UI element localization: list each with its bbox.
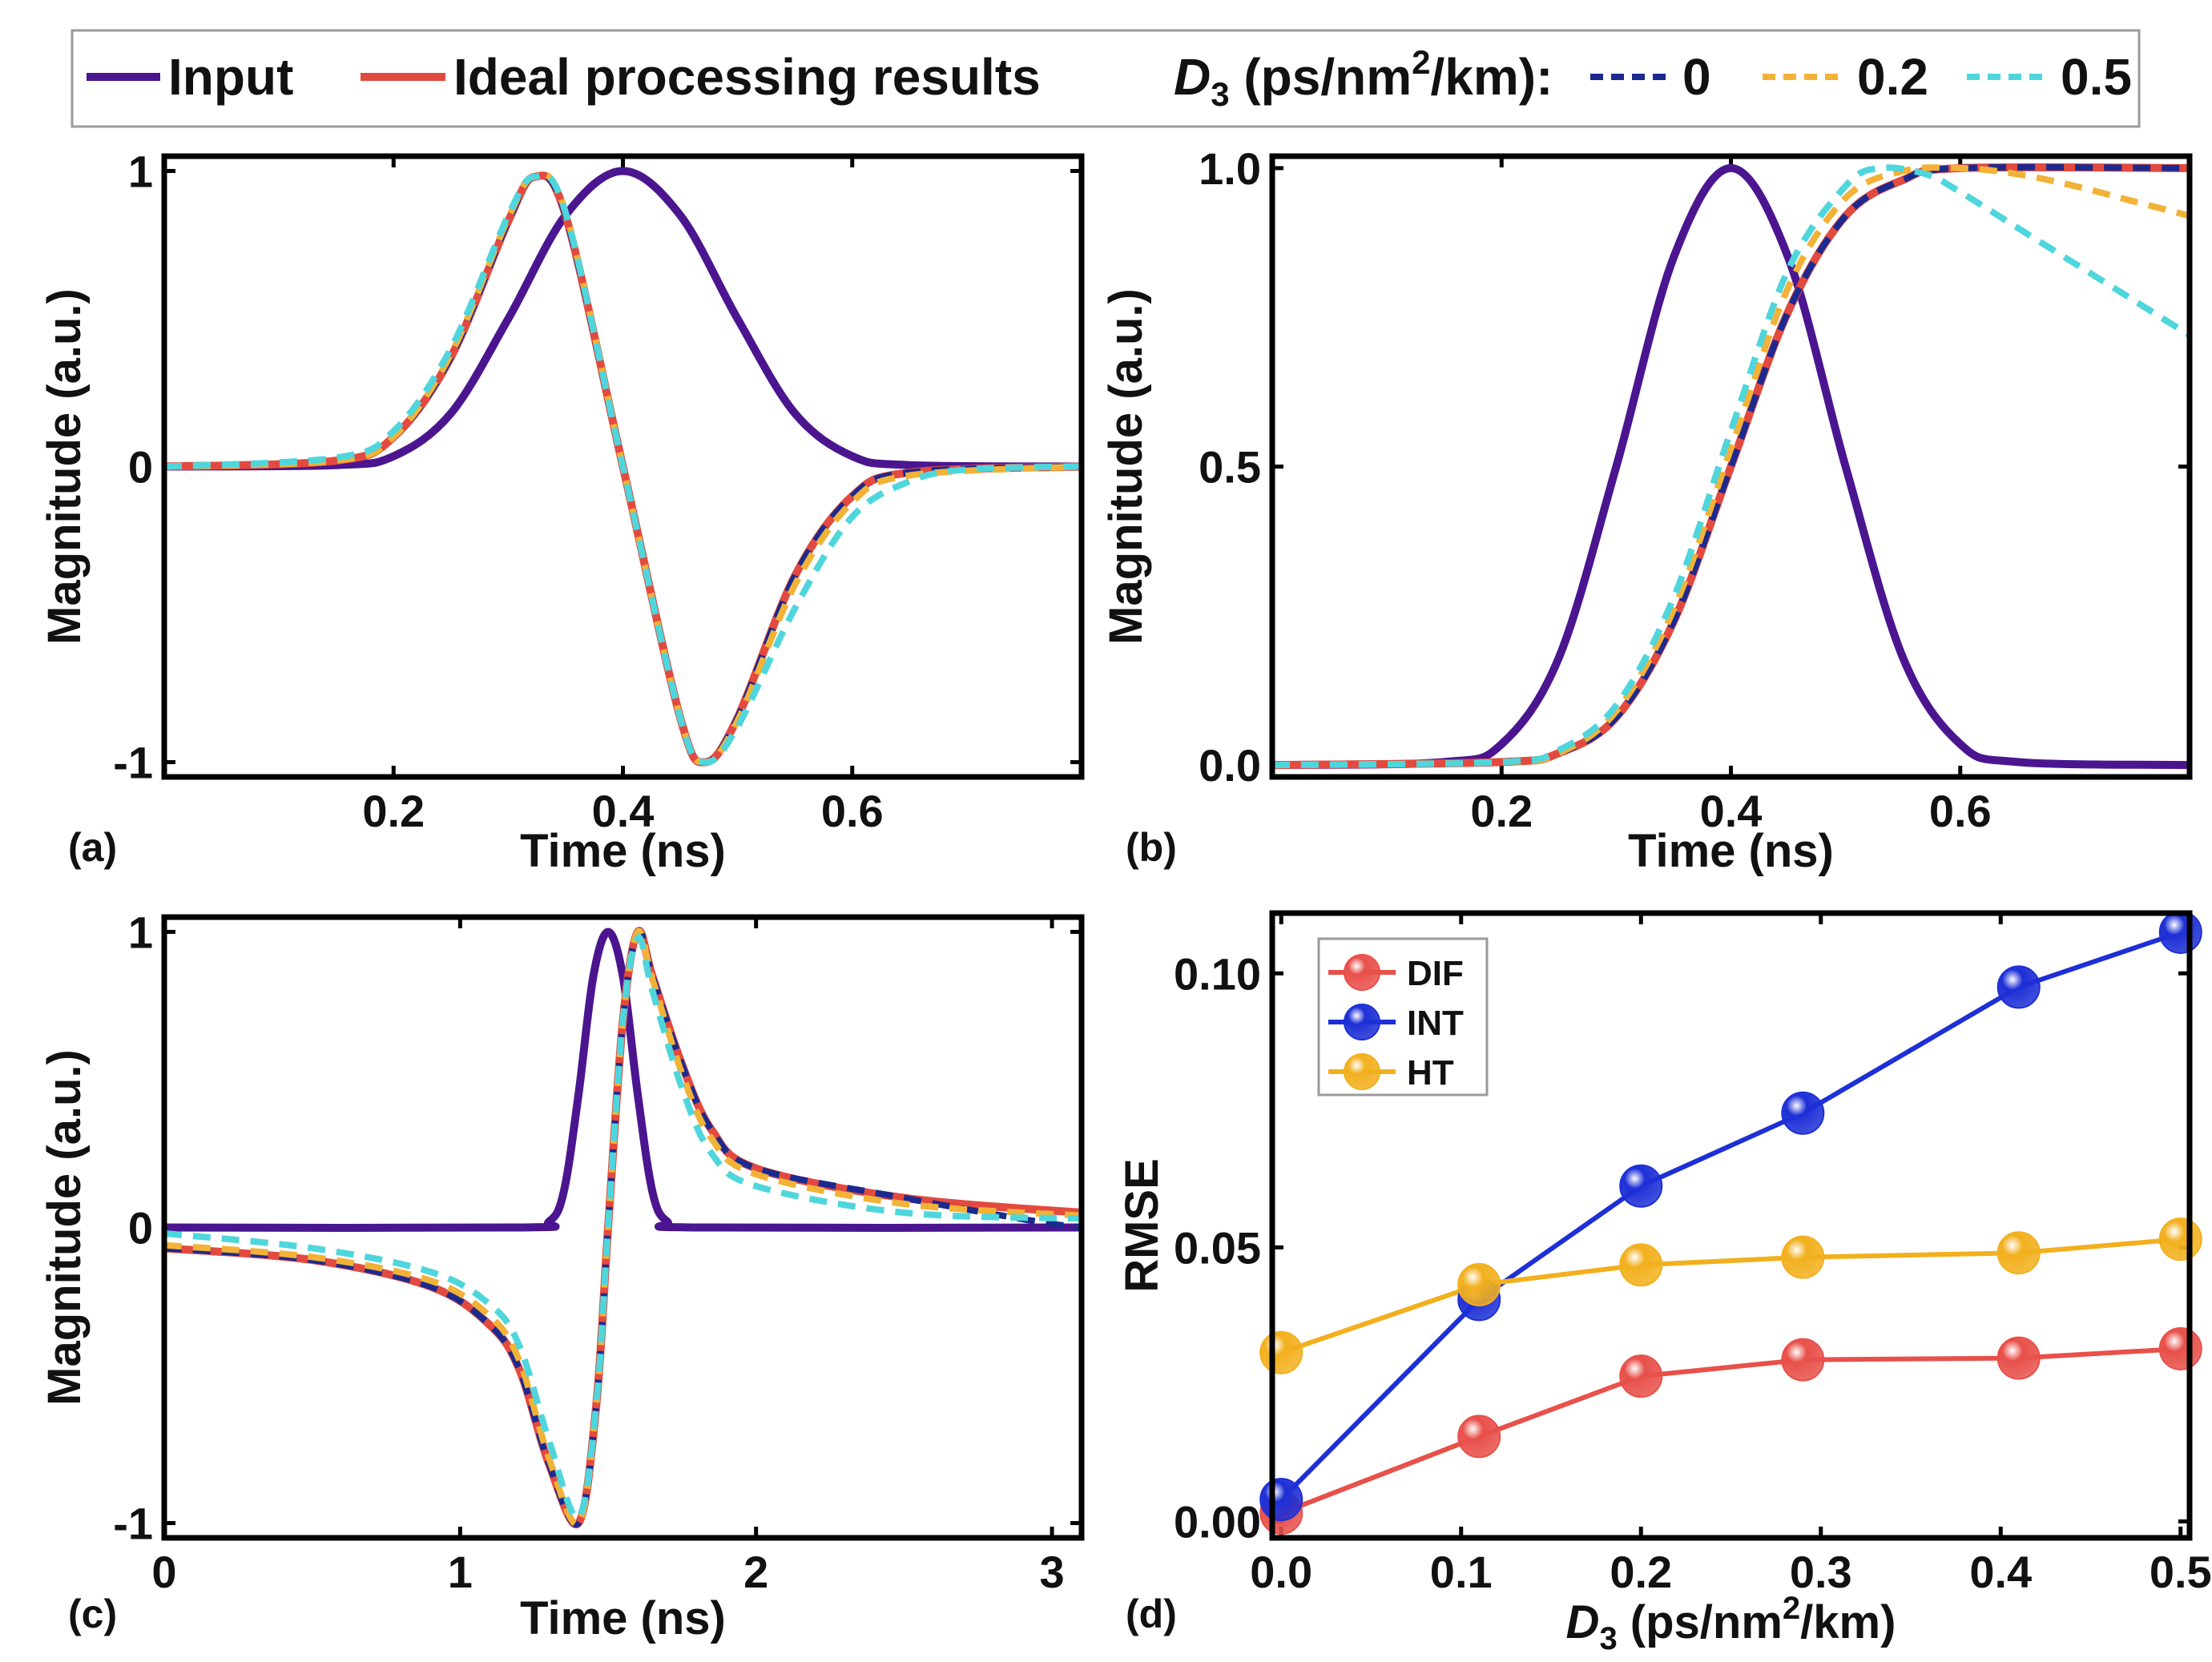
plot-frame [161,914,1085,1541]
rmse-legend-label: HT [1407,1053,1454,1093]
rmse-point-ht [1619,1243,1663,1287]
x-tick-label: 1 [448,1547,473,1597]
x-tick-label: 0.1 [1430,1547,1493,1597]
rmse-point-ht [1259,1330,1303,1374]
x-tick-label: 2 [743,1547,768,1597]
panel-label: (d) [1126,1592,1177,1636]
x-tick-label: 0.4 [1700,786,1763,836]
rmse-point-dif [1781,1338,1825,1382]
series-line-ideal [1272,163,2190,770]
top-legend: Input Ideal processing results D3 (ps/nm… [71,29,2141,128]
legend-label-ideal: Ideal processing results [453,48,1041,106]
y-axis-label: Magnitude (a.u.) [1100,288,1152,645]
panel-b: 0.2 0.4 0.6 1.0 0.5 0.0 (b) Magnitude (a.u.) Tim… [1100,143,2193,877]
x-tick-label: 0.2 [362,786,425,836]
y-tick-label: 0.05 [1174,1222,1261,1273]
rmse-point-dif [1996,1336,2041,1380]
x-tick-label: 0.4 [1969,1547,2032,1597]
series-group [164,167,1082,767]
x-axis-label: Time (ns) [520,1592,726,1644]
rmse-line-dif [1280,1346,2181,1516]
rmse-point-ht [2158,1217,2202,1262]
rmse-line-int [1279,930,2182,1502]
legend-label-input: Input [168,48,293,106]
y-axis-label: Magnitude (a.u.) [38,288,91,645]
series-line-d02 [1272,164,2190,769]
rmse-point-int [1781,1091,1825,1135]
panel-label: (a) [68,825,117,870]
legend-label-d05: 0.5 [2061,48,2132,106]
rmse-point-ht [1457,1262,1501,1306]
series-line-input [164,167,1082,471]
series-group [164,927,1082,1529]
rmse-point-dif [1457,1415,1501,1459]
x-tick-label: 0.6 [1929,786,1992,836]
y-tick-label: 0.5 [1199,442,1261,493]
panel-d: 0.0 0.1 0.2 0.3 0.4 0.5 0.10 0.05 0.00 (d) RMSE D3 … [1116,910,2212,1656]
plot-frame [161,153,1085,780]
series-line-d05 [164,934,1082,1521]
y-tick-label: -1 [113,1499,153,1549]
series-line-input [1272,163,2190,770]
legend-label-d02: 0.2 [1857,48,1928,106]
x-tick-label: 0.5 [2150,1547,2212,1597]
x-axis-label: Time (ns) [1628,825,1834,877]
x-tick-label: 0 [151,1547,176,1597]
panel-c: 0 1 2 310-1(c)Magnitude (a.u.)Time (ns) [38,907,1085,1644]
rmse-point-ht [1996,1231,2041,1275]
rmse-legend-marker [1344,1053,1380,1090]
x-tick-label: 0.4 [592,786,655,836]
rmse-legend-marker [1344,1004,1380,1040]
y-axis-label: Magnitude (a.u.) [38,1049,91,1406]
series-line-d05 [164,171,1082,766]
x-tick-label: 0.3 [1790,1547,1852,1597]
series-line-d05 [1272,164,2190,769]
rmse-point-int [1996,965,2041,1009]
legend-label-d0: 0 [1682,48,1711,106]
panel-label: (b) [1126,825,1177,870]
rmse-point-int [1259,1478,1303,1522]
x-tick-label: 0.2 [1470,786,1533,836]
rmse-point-ht [1781,1235,1825,1279]
y-tick-label: 0 [128,442,153,493]
series-line-d02 [164,928,1082,1527]
x-tick-label: 3 [1039,1547,1064,1597]
y-tick-label: 0.10 [1174,948,1261,999]
plot-frame [1269,153,2193,780]
y-tick-label: 0.0 [1199,740,1261,791]
y-tick-label: 1 [128,146,153,196]
y-axis-label: RMSE [1116,1158,1168,1293]
legend-d3-title: D3 (ps/nm2/km): [1174,43,1553,113]
x-axis-label: D3 (ps/nm2/km) [1566,1591,1896,1656]
panel-a: 0.2 0.4 0.6 1 0 -1 (a) Magnitude (a.u.) Time (ns… [38,146,1085,877]
x-tick-label: 0.2 [1610,1547,1672,1597]
rmse-point-dif [1619,1354,1663,1398]
series-group [1272,163,2190,770]
rmse-point-int [2158,910,2202,954]
series-line-input [164,928,1082,1233]
y-tick-label: -1 [113,738,153,788]
rmse-legend-label: INT [1407,1004,1464,1043]
rmse-line-ht [1280,1237,2182,1355]
y-tick-label: 1.0 [1199,143,1261,194]
rmse-legend-marker [1344,954,1380,991]
x-tick-label: 0.6 [821,786,884,836]
x-tick-label: 0.0 [1250,1547,1312,1597]
y-tick-label: 1 [128,907,153,957]
rmse-point-dif [2158,1326,2202,1370]
x-axis-label: Time (ns) [520,825,726,877]
rmse-legend-label: DIF [1407,954,1464,993]
plot-frame [1269,910,2193,1541]
panel-label: (c) [68,1592,117,1636]
y-tick-label: 0.00 [1174,1496,1261,1547]
y-tick-label: 0 [128,1203,153,1254]
rmse-point-int [1619,1164,1663,1208]
